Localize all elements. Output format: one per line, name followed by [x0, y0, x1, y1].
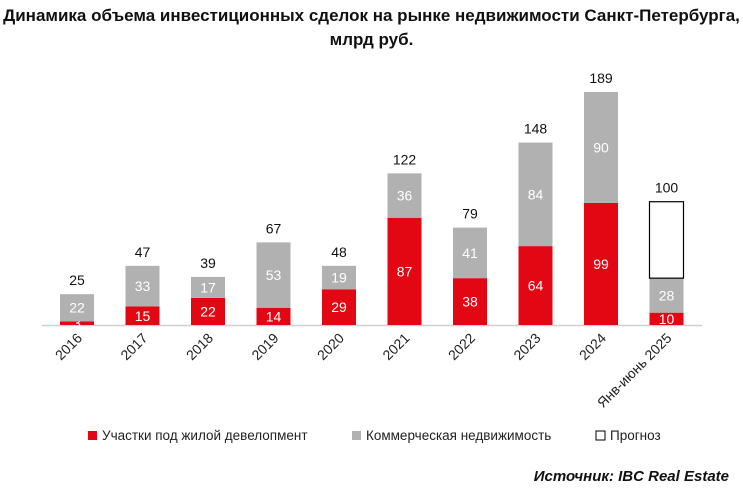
bar-value-label: 22	[69, 300, 85, 316]
bar-value-label: 22	[200, 303, 216, 319]
bar-value-label: 36	[397, 188, 413, 204]
total-label: 189	[589, 70, 613, 86]
bar-value-label: 33	[135, 278, 151, 294]
bar-segment-residential	[60, 321, 94, 325]
bar-value-label: 15	[135, 308, 151, 324]
bar-segment-commercial	[649, 278, 684, 313]
bar-segment-residential	[191, 297, 225, 325]
bar-value-label: 38	[462, 294, 478, 310]
bar-value-label: 28	[659, 287, 675, 303]
bar-value-label: 29	[331, 299, 347, 315]
legend-label: Прогноз	[610, 428, 661, 443]
bar-segment-commercial	[125, 265, 160, 307]
total-label: 47	[135, 244, 151, 260]
bar-segment-residential	[649, 312, 684, 325]
bar-segment-commercial	[584, 92, 618, 203]
x-tick-label: 2021	[379, 330, 412, 363]
x-tick-label: 2024	[576, 330, 609, 363]
bar-segment-residential	[322, 289, 356, 325]
total-label: 25	[69, 272, 85, 288]
bar-segment-residential	[256, 307, 291, 325]
total-label: 122	[393, 151, 417, 167]
bar-segment-commercial	[387, 173, 422, 218]
bar-value-label: 90	[593, 139, 609, 155]
forecast-segment	[648, 201, 685, 279]
bar-value-label: 64	[528, 278, 544, 294]
legend-label: Коммерческая недвижимость	[366, 428, 551, 443]
total-label: 48	[331, 244, 347, 260]
x-tick-label: 2023	[510, 330, 543, 363]
total-label: 39	[200, 255, 216, 271]
bar-segment-commercial	[191, 276, 225, 298]
bar-segment-residential	[453, 278, 487, 325]
bar-segment-residential	[387, 217, 422, 325]
bar-value-label: 87	[397, 263, 413, 279]
source-note: Источник: IBC Real Estate	[533, 468, 729, 485]
bar-value-label: 3	[73, 315, 81, 331]
total-label: 100	[655, 180, 679, 196]
bar-value-label: 53	[266, 267, 282, 283]
x-tick-label: 2017	[117, 330, 150, 363]
bar-segment-commercial	[453, 227, 487, 279]
bar-segment-commercial	[60, 294, 94, 322]
bar-value-label: 41	[462, 245, 478, 261]
bar-value-label: 19	[331, 270, 347, 286]
legend-swatch	[595, 430, 606, 441]
total-label: 79	[462, 206, 478, 222]
x-tick-label: 2019	[248, 330, 281, 363]
bar-segment-commercial	[322, 265, 356, 290]
legend-label: Участки под жилой девелопмент	[102, 428, 308, 443]
bar-segment-commercial	[256, 242, 291, 308]
total-label: 67	[266, 220, 282, 236]
bar-value-label: 99	[593, 256, 609, 272]
bar-segment-residential	[518, 246, 553, 325]
bar-segment-residential	[125, 306, 160, 325]
total-label: 148	[524, 121, 548, 137]
bar-segment-commercial	[518, 142, 553, 247]
chart-title: Динамика объема инвестиционных сделок на…	[3, 6, 740, 49]
x-tick-label: 2020	[314, 330, 347, 363]
x-tick-label: 2016	[52, 330, 85, 363]
bar-value-label: 84	[528, 186, 544, 202]
x-tick-label: 2022	[445, 330, 478, 363]
bar-value-label: 14	[266, 308, 282, 324]
legend-swatch	[88, 431, 97, 440]
legend-swatch	[352, 431, 361, 440]
bar-value-label: 10	[659, 311, 675, 327]
bar-value-label: 17	[200, 279, 216, 295]
bar-segment-residential	[584, 202, 618, 325]
x-tick-label: 2018	[183, 330, 216, 363]
